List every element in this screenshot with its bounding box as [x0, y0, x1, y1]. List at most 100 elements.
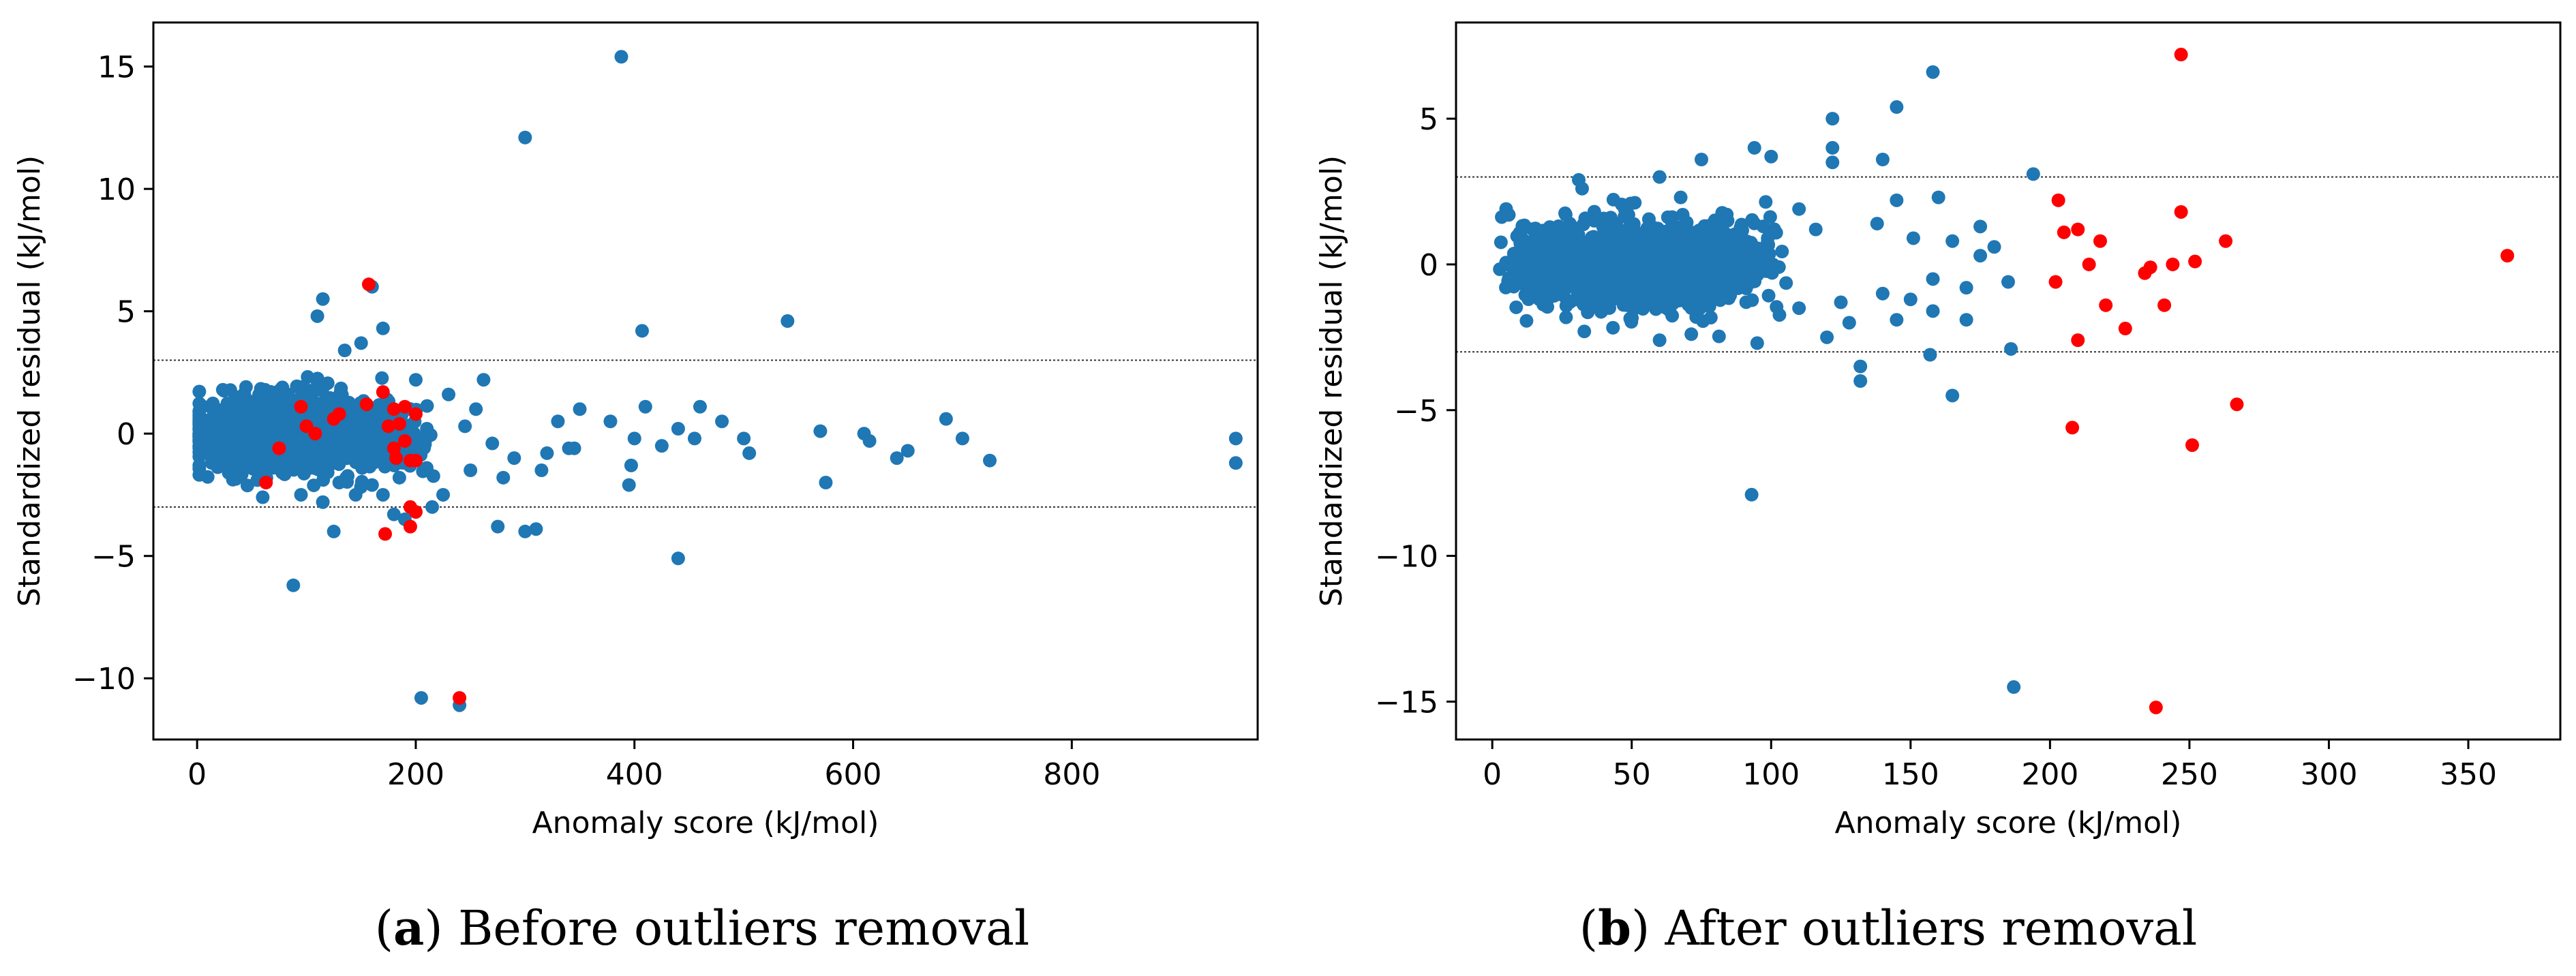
- data-point-inlier: [813, 424, 828, 438]
- data-point-cluster: [1684, 327, 1699, 341]
- y-axis-label-a: Standardized residual (kJ/mol): [12, 155, 47, 607]
- caption-a: (a) Before outliers removal: [374, 900, 1030, 956]
- data-point-cluster: [261, 449, 275, 463]
- data-point-cluster: [319, 391, 333, 406]
- data-point-cluster: [331, 395, 345, 410]
- data-point-outlier: [2166, 257, 2180, 271]
- data-point-inlier: [622, 478, 636, 492]
- data-points-a: [192, 50, 1243, 712]
- x-tick-label: 300: [2300, 757, 2357, 792]
- data-point-inlier: [603, 414, 618, 429]
- y-tick-label: 0: [117, 417, 136, 452]
- data-point-cluster: [1761, 238, 1776, 252]
- y-tick-label: −5: [1394, 394, 1438, 429]
- data-point-outlier: [387, 402, 401, 416]
- data-point-cluster: [370, 427, 384, 441]
- data-point-cluster: [1759, 195, 1773, 209]
- data-point-cluster: [1751, 244, 1765, 258]
- data-point-cluster: [297, 466, 312, 481]
- x-tick-label: 100: [1742, 757, 1800, 792]
- data-point-cluster: [1578, 211, 1592, 226]
- data-point-cluster: [1494, 235, 1508, 249]
- data-point-cluster: [215, 382, 230, 397]
- data-point-outlier: [392, 416, 406, 431]
- data-point-inlier: [286, 578, 301, 592]
- data-point-inlier: [491, 519, 505, 534]
- data-point-inlier: [387, 507, 401, 521]
- x-tick-label: 250: [2161, 757, 2218, 792]
- data-point-cluster: [294, 390, 308, 404]
- data-point-outlier: [2174, 48, 2188, 62]
- data-point-cluster: [1697, 219, 1712, 233]
- data-point-cluster: [1769, 226, 1783, 240]
- data-point-cluster: [1598, 216, 1613, 230]
- data-point-cluster: [1736, 271, 1751, 285]
- data-point-inlier: [337, 344, 352, 358]
- y-axis-label-b: Standardized residual (kJ/mol): [1314, 155, 1349, 607]
- data-point-cluster: [1499, 256, 1513, 270]
- x-tick-label: 200: [2021, 757, 2078, 792]
- data-point-inlier: [1890, 100, 1904, 115]
- data-point-inlier: [638, 399, 652, 414]
- data-point-outlier: [2048, 275, 2063, 289]
- data-point-inlier: [627, 431, 641, 446]
- data-point-outlier: [2071, 333, 2085, 348]
- axis-ticks-b: 0 50 100 150 200 250 300 350 −15 −10 −5 0 5: [1375, 102, 2497, 792]
- data-point-cluster: [1715, 206, 1729, 220]
- data-point-inlier: [955, 431, 969, 446]
- data-point-inlier: [1987, 240, 2001, 254]
- data-point-cluster: [1618, 209, 1632, 224]
- data-point-inlier: [518, 130, 532, 144]
- data-point-cluster: [363, 416, 377, 431]
- data-point-inlier: [715, 414, 729, 429]
- data-point-inlier: [781, 314, 795, 329]
- data-point-cluster: [1666, 296, 1680, 311]
- data-point-cluster: [221, 433, 235, 447]
- data-point-cluster: [246, 461, 260, 476]
- data-point-cluster: [1745, 213, 1759, 227]
- data-point-cluster: [1569, 292, 1583, 307]
- data-point-cluster: [1622, 281, 1637, 295]
- data-point-cluster: [288, 449, 302, 463]
- data-point-cluster: [344, 409, 358, 423]
- data-point-cluster: [226, 472, 240, 487]
- data-point-inlier: [671, 422, 685, 436]
- data-point-inlier: [1973, 249, 1988, 263]
- data-point-cluster: [1652, 277, 1666, 292]
- data-point-outlier: [397, 399, 412, 414]
- data-point-inlier: [392, 470, 406, 485]
- data-point-inlier: [1744, 487, 1759, 502]
- data-point-cluster: [286, 463, 301, 477]
- data-point-cluster: [276, 431, 290, 445]
- data-point-cluster: [206, 396, 220, 410]
- data-point-cluster: [312, 404, 326, 418]
- data-point-inlier: [442, 387, 456, 401]
- data-point-outlier: [389, 451, 404, 466]
- data-point-inlier: [1825, 155, 1840, 170]
- data-point-inlier: [469, 402, 483, 416]
- data-point-cluster: [279, 416, 293, 431]
- data-point-inlier: [1834, 295, 1848, 309]
- data-point-cluster: [239, 380, 253, 394]
- plot-frame-a: [152, 21, 1259, 741]
- data-point-inlier: [1945, 234, 1960, 248]
- data-point-cluster: [342, 451, 357, 465]
- data-point-cluster: [1718, 226, 1732, 240]
- data-point-outlier: [2174, 204, 2188, 219]
- data-point-cluster: [1683, 278, 1697, 292]
- data-point-cluster: [192, 434, 207, 448]
- data-point-cluster: [356, 448, 370, 462]
- data-point-inlier: [1652, 170, 1667, 184]
- data-point-inlier: [408, 373, 423, 387]
- x-tick-label: 800: [1043, 757, 1100, 792]
- x-tick-label: 50: [1613, 757, 1651, 792]
- data-point-inlier: [1931, 190, 1945, 204]
- data-point-inlier: [1747, 140, 1761, 155]
- data-point-outlier: [294, 399, 308, 414]
- data-point-inlier: [1923, 348, 1937, 362]
- data-point-inlier: [857, 427, 871, 441]
- data-point-cluster: [291, 435, 305, 449]
- data-point-cluster: [305, 437, 319, 451]
- data-point-cluster: [1545, 260, 1559, 274]
